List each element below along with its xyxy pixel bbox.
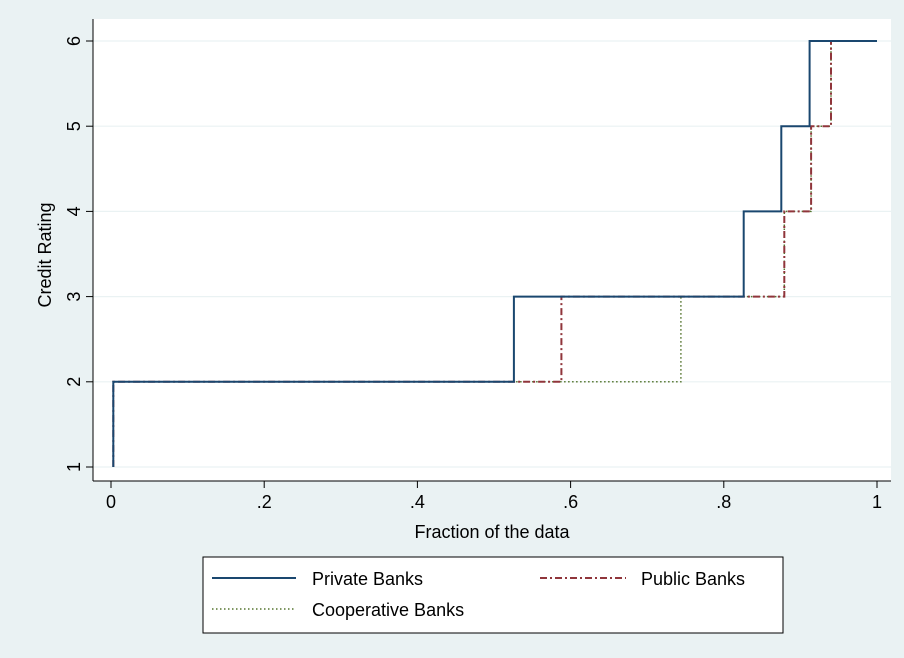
- x-tick-label-4: .8: [716, 492, 731, 512]
- y-tick-label-1: 2: [64, 377, 84, 387]
- plot-area-background: [93, 19, 891, 481]
- x-ticks: 0 .2 .4 .6 .8 1: [106, 481, 882, 512]
- x-tick-label-5: 1: [872, 492, 882, 512]
- y-tick-label-4: 5: [64, 121, 84, 131]
- series-line-public-banks: [112, 40, 877, 467]
- x-tick-label-0: 0: [106, 492, 116, 512]
- x-tick-label-1: .2: [257, 492, 272, 512]
- legend-label-public-banks: Public Banks: [641, 569, 745, 589]
- x-tick-label-2: .4: [410, 492, 425, 512]
- y-axis-title: Credit Rating: [35, 202, 55, 307]
- x-tick-label-3: .6: [563, 492, 578, 512]
- y-tick-label-3: 4: [64, 206, 84, 216]
- y-ticks: 1 2 3 4 5 6: [64, 36, 93, 472]
- legend-label-cooperative-banks: Cooperative Banks: [312, 600, 464, 620]
- y-tick-label-5: 6: [64, 36, 84, 46]
- y-tick-label-0: 1: [64, 462, 84, 472]
- x-axis-title: Fraction of the data: [414, 522, 570, 542]
- legend-label-private-banks: Private Banks: [312, 569, 423, 589]
- legend: Private Banks Public Banks Cooperative B…: [202, 556, 784, 634]
- legend-box: [202, 556, 784, 634]
- series-line-private-banks: [112, 40, 877, 467]
- series-group: [112, 40, 877, 467]
- y-tick-label-2: 3: [64, 292, 84, 302]
